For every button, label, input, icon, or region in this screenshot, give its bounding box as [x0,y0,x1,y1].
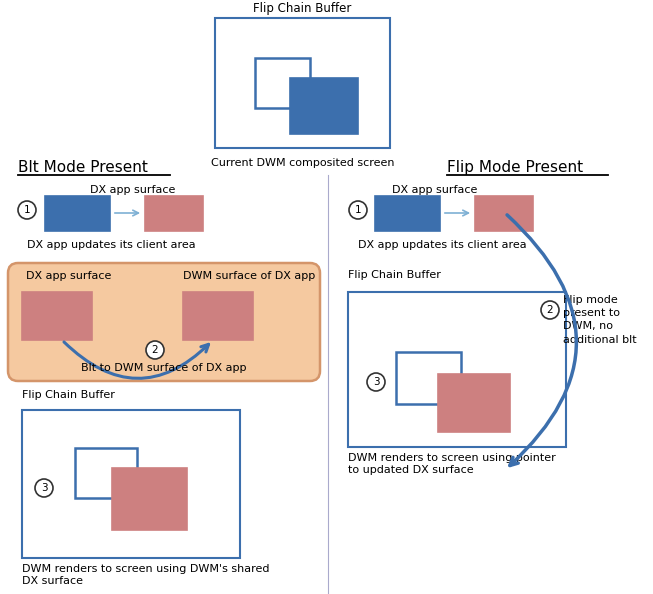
Bar [22,292,92,340]
Bar [438,374,510,432]
Text: Flip Chain Buffer: Flip Chain Buffer [22,390,115,400]
Circle shape [35,479,53,497]
Circle shape [349,201,367,219]
Text: 1: 1 [24,205,30,215]
Bar [183,292,253,340]
Text: Blt Mode Present: Blt Mode Present [18,160,148,175]
Text: DWM surface of DX app: DWM surface of DX app [183,271,315,281]
FancyBboxPatch shape [8,263,320,381]
Text: 1: 1 [355,205,361,215]
FancyArrowPatch shape [507,215,577,466]
Text: Flip Chain Buffer: Flip Chain Buffer [253,2,352,15]
Text: DX app surface: DX app surface [90,185,176,195]
Text: DX app updates its client area: DX app updates its client area [358,240,526,250]
Text: DWM renders to screen using pointer
to updated DX surface: DWM renders to screen using pointer to u… [348,453,556,475]
Text: 3: 3 [40,483,47,493]
Bar [45,196,110,231]
Text: 2: 2 [151,345,158,355]
Bar [255,58,310,108]
Bar [348,292,566,447]
Bar [290,78,358,134]
Text: Flip Mode Present: Flip Mode Present [447,160,583,175]
Text: DX app surface: DX app surface [392,185,477,195]
Circle shape [367,373,385,391]
Bar [75,448,137,498]
Text: 3: 3 [373,377,379,387]
FancyArrowPatch shape [64,342,208,378]
Text: Flip mode
present to
DWM, no
additional blt: Flip mode present to DWM, no additional … [563,295,637,345]
Text: Flip Chain Buffer: Flip Chain Buffer [348,270,441,280]
Text: Blt to DWM surface of DX app: Blt to DWM surface of DX app [81,363,247,373]
Bar [112,468,187,530]
Bar [145,196,203,231]
Text: DWM renders to screen using DWM's shared
DX surface: DWM renders to screen using DWM's shared… [22,564,270,586]
Bar [375,196,440,231]
Bar [215,18,390,148]
Bar [396,352,461,404]
Text: Current DWM composited screen: Current DWM composited screen [211,158,394,168]
Text: DX app updates its client area: DX app updates its client area [27,240,196,250]
Circle shape [541,301,559,319]
Bar [22,410,240,558]
Bar [475,196,533,231]
Circle shape [18,201,36,219]
Text: 2: 2 [547,305,553,315]
Circle shape [146,341,164,359]
Text: DX app surface: DX app surface [26,271,112,281]
